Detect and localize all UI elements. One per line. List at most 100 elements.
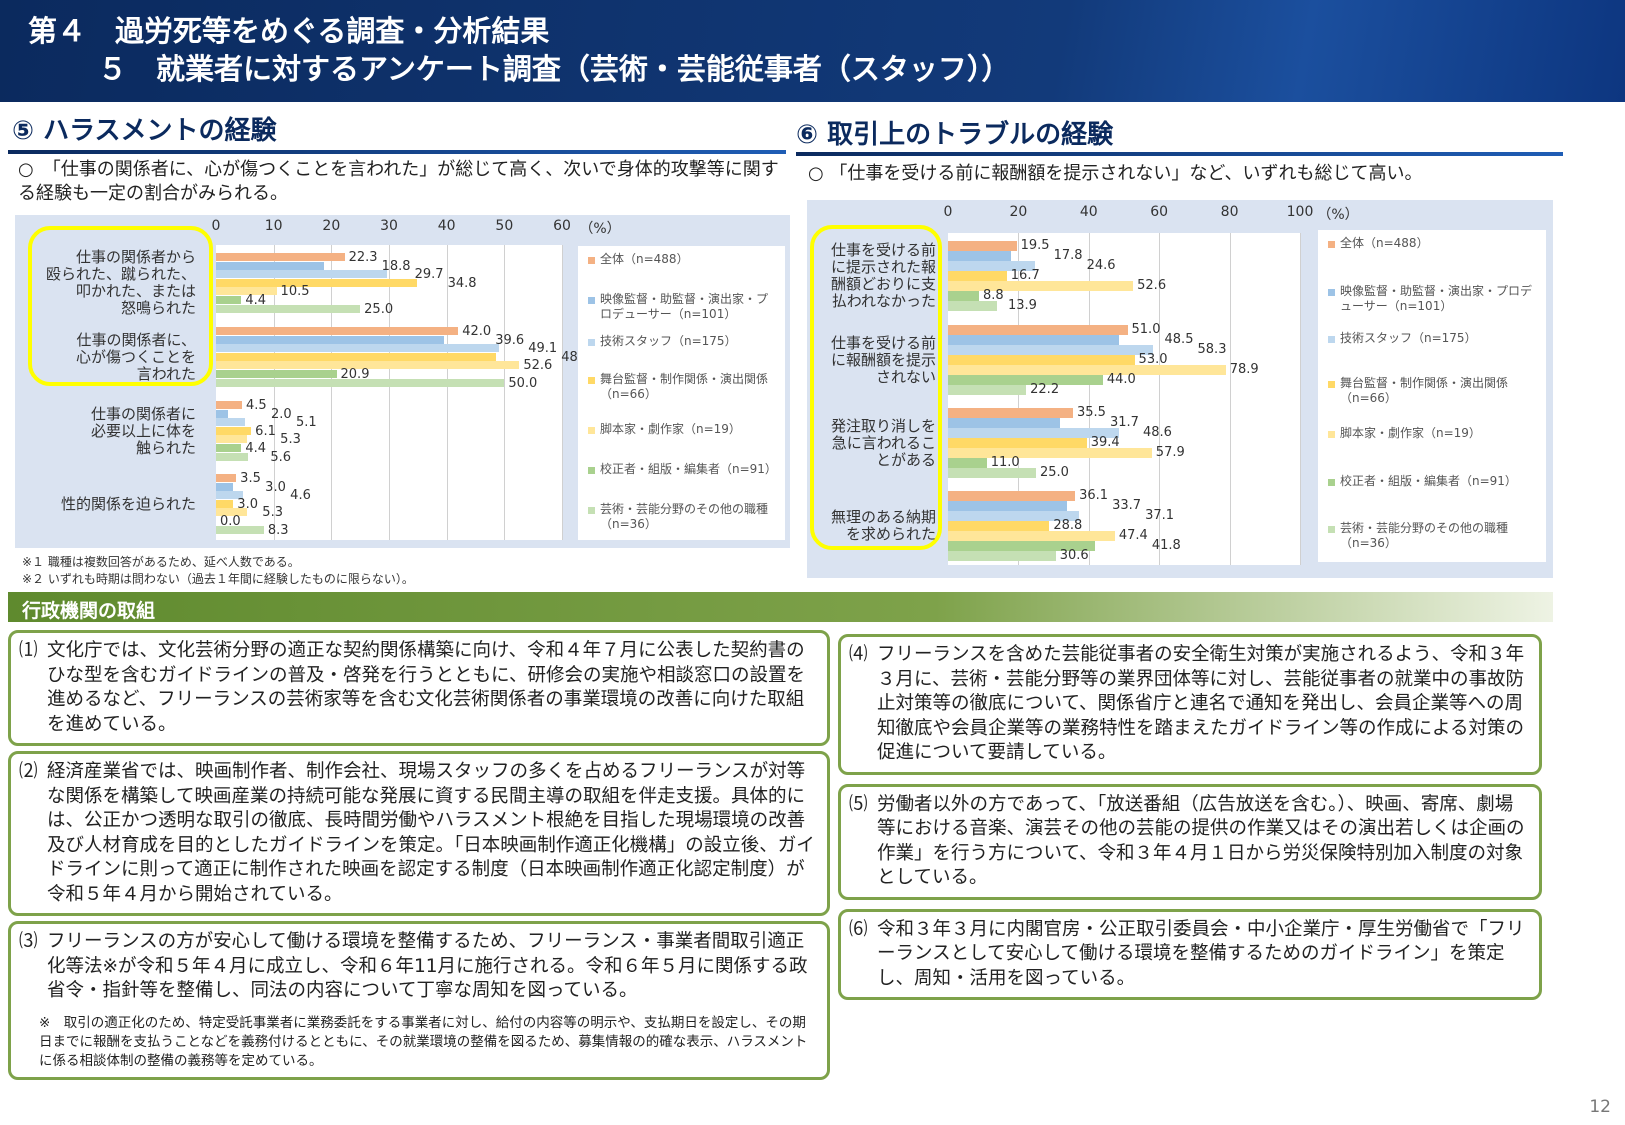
item-number: ⑶ bbox=[19, 931, 38, 952]
bar bbox=[948, 261, 1035, 271]
x-tick-label: 40 bbox=[1079, 204, 1098, 220]
value-label: 4.5 bbox=[245, 398, 267, 413]
highlight-frame bbox=[810, 225, 942, 550]
value-label: 6.1 bbox=[255, 423, 276, 439]
value-label: 25.0 bbox=[1040, 465, 1069, 480]
item-text: 労働者以外の方であって、「放送番組（広告放送を含む。）、映画、寄席、劇場等におけ… bbox=[877, 793, 1525, 889]
x-axis-unit: （%） bbox=[579, 221, 621, 237]
value-label: 39.6 bbox=[495, 332, 525, 348]
category-label-line: 仕事を受ける前 bbox=[830, 241, 936, 259]
bar bbox=[216, 435, 247, 444]
value-label: 42.0 bbox=[462, 324, 492, 339]
gridline bbox=[273, 245, 275, 540]
item-text: 令和３年３月に内閣官房・公正取引委員会・中小企業庁・厚生労働省で「フリーランスと… bbox=[877, 918, 1525, 989]
legend-item: 技術スタッフ（n=175） bbox=[1328, 331, 1540, 346]
bar bbox=[948, 491, 1076, 501]
legend-item: 映像監督・助監督・演出家・プロデューサー（n=101） bbox=[588, 292, 779, 322]
value-label: 30.6 bbox=[1059, 548, 1089, 563]
legend-label: 全体（n=488） bbox=[1340, 236, 1429, 250]
value-label: 25.0 bbox=[364, 301, 394, 317]
bar bbox=[948, 418, 1060, 428]
value-label: 3.5 bbox=[240, 471, 261, 486]
left-section-title: ⑤ ハラスメントの経験 bbox=[12, 116, 277, 146]
bar bbox=[216, 270, 388, 279]
value-label: 20.9 bbox=[340, 367, 370, 382]
legend-swatch bbox=[1328, 289, 1335, 296]
x-tick-label: 20 bbox=[322, 218, 341, 234]
legend: 全体（n=488） 映像監督・助監督・演出家・プロデューサー（n=101） 技術スタ… bbox=[578, 246, 785, 540]
admin-item-5: ⑸ 労働者以外の方であって、「放送番組（広告放送を含む。）、映画、寄席、劇場等にお… bbox=[838, 783, 1542, 900]
value-label: 34.8 bbox=[447, 275, 477, 291]
gridline bbox=[562, 245, 563, 540]
value-label: 57.9 bbox=[1155, 445, 1185, 460]
bar bbox=[216, 426, 252, 435]
item-text: 経済産業省では、映画制作者、制作会社、現場スタッフの多くを占めるフリーランスが対… bbox=[47, 761, 815, 905]
bar bbox=[948, 521, 1050, 531]
value-label: 29.7 bbox=[414, 267, 444, 283]
legend-item: 脚本家・劇作家（n=19） bbox=[1328, 426, 1540, 441]
x-tick-label: 20 bbox=[1009, 204, 1028, 220]
category-label-line: 仕事の関係者に、 bbox=[76, 330, 196, 349]
bar bbox=[216, 253, 345, 262]
bar bbox=[216, 304, 361, 313]
header: 第４ 過労死等をめぐる調査・分析結果 ５ 就業者に対するアンケート調査（芸術・芸… bbox=[0, 0, 1625, 102]
value-label: 8.8 bbox=[982, 288, 1004, 303]
legend-swatch bbox=[588, 467, 595, 474]
bar bbox=[948, 355, 1135, 365]
gridline bbox=[1088, 233, 1090, 565]
value-label: 5.3 bbox=[262, 505, 283, 521]
value-label: 19.5 bbox=[1020, 238, 1050, 253]
category-label-line: 払われなかった bbox=[831, 292, 936, 310]
bar bbox=[216, 452, 249, 461]
bar bbox=[948, 458, 987, 468]
bar bbox=[948, 335, 1119, 345]
legend-label: 脚本家・劇作家（n=19） bbox=[1340, 426, 1481, 440]
item-text: フリーランスを含めた芸能従事者の安全衛生対策が実施されるよう、令和３年３月に、芸… bbox=[877, 644, 1525, 763]
page-number: 12 bbox=[1589, 1097, 1611, 1117]
x-tick-label: 30 bbox=[380, 218, 398, 234]
bar bbox=[948, 541, 1096, 551]
value-label: 47.4 bbox=[1118, 528, 1148, 543]
item-number: ⑵ bbox=[19, 761, 38, 782]
value-label: 5.3 bbox=[280, 432, 301, 448]
value-label: 13.9 bbox=[1007, 298, 1037, 313]
right-section-title: ⑥ 取引上のトラブルの経験 bbox=[796, 120, 1114, 150]
value-label: 22.3 bbox=[348, 250, 378, 265]
legend-item: 舞台監督・制作関係・演出関係（n=66） bbox=[588, 372, 779, 402]
gridline bbox=[1229, 233, 1231, 565]
note-2: ※２ いずれも時期は問わない（過去１年間に経験したものに限らない）。 bbox=[22, 572, 414, 586]
bar bbox=[216, 370, 337, 379]
value-label: 28.8 bbox=[1053, 518, 1083, 533]
legend-swatch bbox=[1328, 431, 1335, 438]
x-tick-label: 60 bbox=[553, 218, 571, 234]
x-axis-unit: （%） bbox=[1317, 207, 1359, 223]
legend-label: 舞台監督・制作関係・演出関係（n=66） bbox=[600, 372, 769, 401]
value-label: 11.0 bbox=[990, 455, 1020, 470]
legend-label: 全体（n=488） bbox=[600, 252, 689, 266]
bar bbox=[216, 401, 242, 410]
item-text: フリーランスの方が安心して働ける環境を整備するため、フリーランス・事業者間取引適… bbox=[47, 931, 808, 1001]
value-label: 3.0 bbox=[237, 496, 258, 512]
header-title-1: 第４ 過労死等をめぐる調査・分析結果 bbox=[28, 14, 550, 48]
admin-right-column: ⑷ フリーランスを含めた芸能従事者の安全衛生対策が実施されるよう、令和３年３月に、… bbox=[838, 634, 1542, 1000]
gridline bbox=[389, 245, 390, 540]
category-label-line: 叩かれた、または bbox=[75, 282, 196, 301]
legend-swatch bbox=[588, 427, 595, 434]
legend-item: 全体（n=488） bbox=[1328, 236, 1540, 251]
gridline bbox=[1300, 233, 1301, 565]
category-label-line: されない bbox=[875, 367, 936, 386]
legend-swatch bbox=[588, 507, 595, 514]
x-tick-label: 10 bbox=[264, 218, 283, 234]
value-label: 22.2 bbox=[1030, 382, 1060, 397]
legend-label: 芸術・芸能分野のその他の職種（n=36） bbox=[1340, 521, 1509, 550]
x-tick-label: 40 bbox=[437, 218, 456, 234]
category-label: 発注取り消しを 急に言われるこ とがある bbox=[806, 417, 936, 469]
category-label: 仕事を受ける前 に提示された報 酬額どおりに支 払われなかった bbox=[806, 242, 936, 310]
legend-item: 舞台監督・制作関係・演出関係（n=66） bbox=[1328, 376, 1540, 406]
bar bbox=[948, 325, 1128, 335]
bar bbox=[948, 271, 1007, 281]
category-label: 性的関係を迫られた bbox=[16, 495, 196, 513]
value-label: 48.5 bbox=[1164, 332, 1194, 347]
bar bbox=[948, 408, 1073, 418]
x-tick-label: 0 bbox=[943, 204, 953, 220]
